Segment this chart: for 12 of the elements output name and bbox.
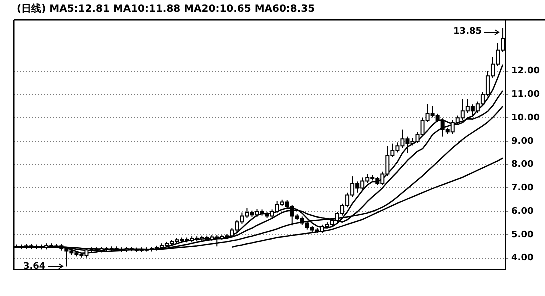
y-tick-label: 9.00	[512, 136, 534, 147]
y-tick-label: 4.00	[512, 254, 534, 264]
chart-title: (日线) MA5:12.81 MA10:11.88 MA20:10.65 MA60:8.35	[17, 2, 316, 16]
annotation: 3.64	[23, 262, 46, 272]
y-tick-label: 12.00	[512, 66, 540, 77]
y-tick-label: 5.00	[512, 230, 534, 240]
y-tick-label: 11.00	[512, 90, 540, 100]
y-tick-label: 6.00	[512, 206, 534, 217]
annotation: 13.85	[454, 27, 482, 38]
y-tick-label: 10.00	[512, 113, 540, 124]
y-tick-label: 8.00	[512, 160, 534, 170]
y-tick-label: 7.00	[512, 184, 534, 194]
